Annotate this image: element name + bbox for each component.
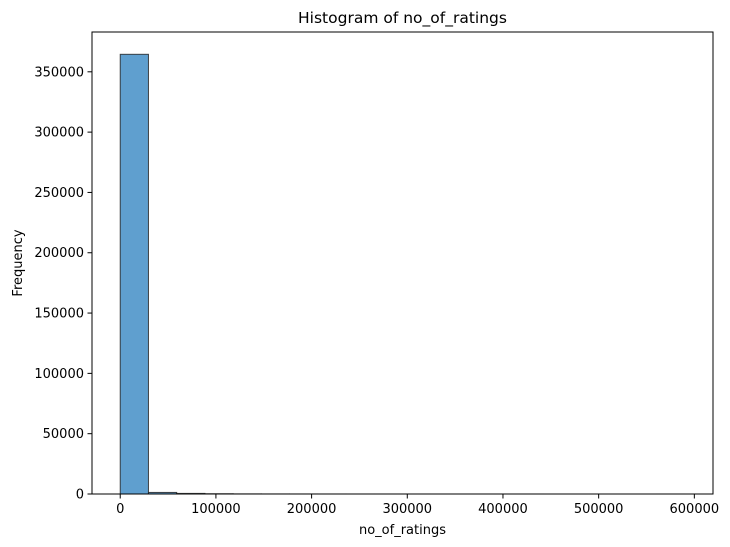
x-axis-label: no_of_ratings <box>359 523 446 538</box>
y-tick-label: 200000 <box>34 246 84 261</box>
histogram-bar <box>119 53 149 495</box>
y-axis-ticks: 0 50000 100000 150000 200000 250000 300000 3500… <box>34 65 92 503</box>
x-tick-label: 0 <box>116 502 124 517</box>
x-tick-label: 300000 <box>382 502 432 517</box>
x-tick-label: 600000 <box>670 502 720 517</box>
y-axis-label: Frequency <box>11 229 26 296</box>
y-tick-label: 350000 <box>34 65 84 80</box>
plot-area-frame <box>91 31 714 495</box>
x-tick-label: 400000 <box>478 502 528 517</box>
y-tick-label: 0 <box>76 488 84 503</box>
x-tick-label: 200000 <box>287 502 337 517</box>
y-tick-label: 100000 <box>34 367 84 382</box>
y-tick-label: 50000 <box>43 427 84 442</box>
y-tick-label: 150000 <box>34 307 84 322</box>
chart-title: Histogram of no_of_ratings <box>298 9 507 28</box>
x-tick-label: 100000 <box>191 502 241 517</box>
x-axis-ticks: 0 100000 200000 300000 400000 500000 600000 <box>116 494 719 517</box>
y-tick-label: 250000 <box>34 186 84 201</box>
y-tick-label: 300000 <box>34 126 84 141</box>
x-tick-label: 500000 <box>574 502 624 517</box>
